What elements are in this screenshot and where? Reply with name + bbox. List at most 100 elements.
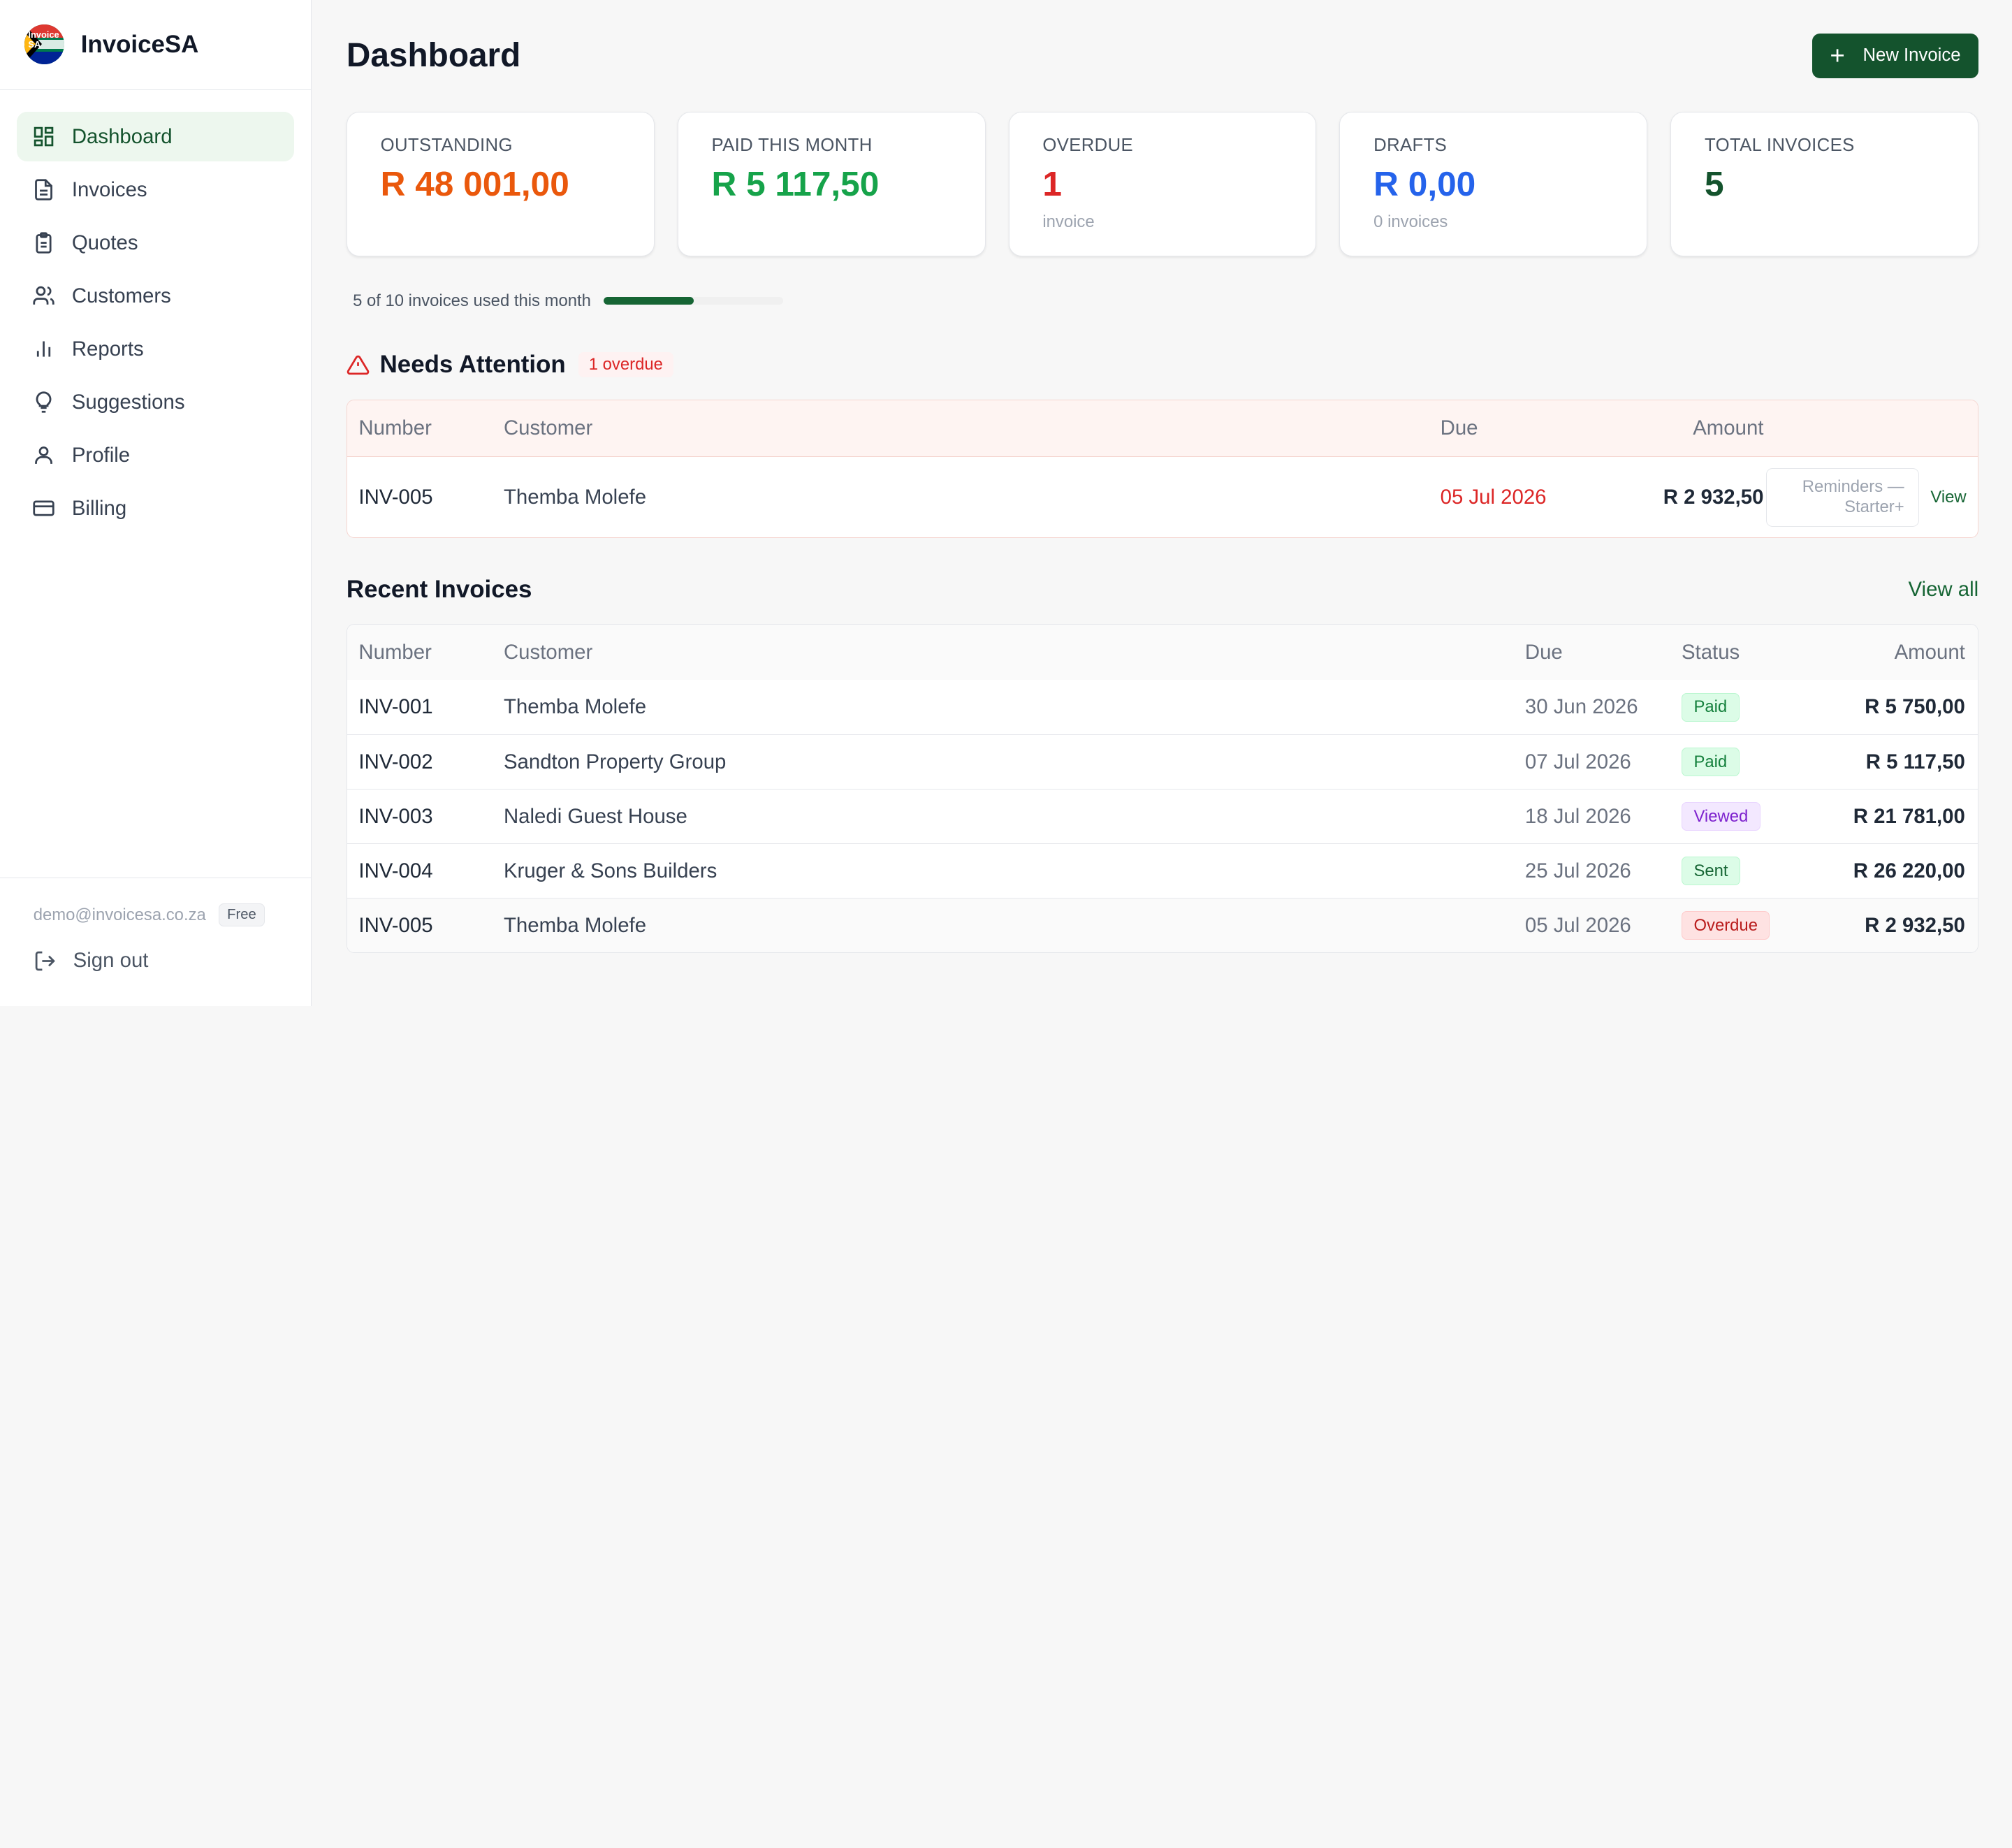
recent-invoices-table: Number Customer Due Status Amount INV-00…	[346, 624, 1979, 954]
status-badge: Paid	[1681, 748, 1740, 777]
invoice-number[interactable]: INV-003	[358, 804, 433, 828]
status-cell: Paid	[1681, 692, 1821, 722]
table-row[interactable]: INV-004 Kruger & Sons Builders 25 Jul 20…	[347, 843, 1978, 898]
sidebar-item-label: Profile	[71, 443, 131, 467]
column-header-customer: Customer	[503, 640, 593, 664]
sidebar-item-customers[interactable]: Customers	[17, 271, 295, 321]
brand[interactable]: Invoice SA InvoiceSA	[0, 0, 312, 90]
customer-name: Themba Molefe	[503, 913, 647, 937]
card-label: OVERDUE	[1042, 135, 1134, 155]
sign-out-button[interactable]: Sign out	[34, 949, 312, 973]
needs-attention-title: Needs Attention	[379, 351, 566, 379]
invoice-number[interactable]: INV-002	[358, 750, 433, 773]
status-cell: Paid	[1681, 748, 1821, 777]
column-header-number: Number	[358, 416, 432, 440]
sidebar-item-reports[interactable]: Reports	[17, 324, 295, 374]
sidebar-nav: Dashboard Invoices Quotes Customers Repo…	[0, 90, 311, 878]
clipboard-icon	[36, 232, 52, 254]
table-header: Number Customer Due Status Amount	[347, 625, 1978, 681]
due-date: 30 Jun 2026	[1524, 695, 1638, 719]
table-row[interactable]: INV-005 Themba Molefe 05 Jul 2026 R 2 93…	[347, 456, 1978, 537]
needs-attention-table: Number Customer Due Amount INV-005 Themb…	[346, 399, 1979, 539]
users-icon	[33, 286, 54, 305]
sidebar-item-billing[interactable]: Billing	[17, 483, 295, 534]
usage-text: 5 of 10 invoices used this month	[353, 291, 591, 310]
sidebar-item-profile[interactable]: Profile	[17, 430, 295, 481]
card-sub: invoice	[1042, 212, 1095, 231]
customer-name: Themba Molefe	[503, 695, 647, 719]
status-cell: Viewed	[1681, 802, 1821, 831]
sidebar-item-dashboard[interactable]: Dashboard	[16, 111, 295, 162]
invoice-number[interactable]: INV-004	[358, 859, 433, 882]
card-label: TOTAL INVOICES	[1705, 135, 1855, 155]
sign-out-label: Sign out	[73, 949, 149, 973]
card-sub: 0 invoices	[1373, 212, 1448, 231]
sidebar: Invoice SA InvoiceSA Dashboard Invoices …	[0, 0, 312, 1006]
recent-invoices-header: Recent Invoices View all	[347, 574, 1978, 605]
card-label: DRAFTS	[1373, 135, 1448, 155]
sidebar-item-label: Dashboard	[71, 124, 173, 148]
view-all-link[interactable]: View all	[1908, 577, 1979, 601]
sidebar-item-label: Reports	[71, 337, 144, 361]
invoice-amount: R 2 932,50	[1865, 913, 1965, 937]
view-link[interactable]: View	[1930, 487, 1967, 507]
reminders-label: Reminders —	[1802, 476, 1904, 496]
status-cell: Sent	[1681, 857, 1821, 886]
user-email: demo@invoicesa.co.za	[33, 905, 206, 924]
app-root: Invoice SA InvoiceSA Dashboard Invoices …	[0, 0, 2012, 1006]
new-invoice-button[interactable]: + New Invoice	[1811, 33, 1979, 79]
reminders-button[interactable]: Reminders — Starter+	[1766, 467, 1919, 528]
customer-name: Sandton Property Group	[503, 750, 727, 773]
overdue-card: OVERDUE 1 invoice	[1008, 111, 1317, 257]
dashboard-icon	[34, 126, 54, 147]
warning-icon	[347, 355, 370, 374]
page-title: Dashboard	[346, 37, 521, 75]
total-invoices-card: TOTAL INVOICES 5	[1670, 111, 1979, 257]
status-badge: Sent	[1681, 857, 1741, 886]
app-logo: Invoice SA	[24, 24, 64, 65]
sidebar-item-label: Customers	[71, 284, 171, 307]
table-row[interactable]: INV-001 Themba Molefe 30 Jun 2026 Paid R…	[347, 680, 1978, 734]
user-info: demo@invoicesa.co.za Free	[34, 899, 312, 931]
top-bar: Dashboard + New Invoice	[346, 33, 1979, 79]
sidebar-item-label: Suggestions	[71, 390, 185, 414]
usage-progress-fill	[604, 297, 694, 305]
column-header-amount: Amount	[1693, 416, 1764, 440]
recent-invoices-rows: INV-001 Themba Molefe 30 Jun 2026 Paid R…	[347, 680, 1978, 953]
table-row[interactable]: INV-003 Naledi Guest House 18 Jul 2026 V…	[347, 789, 1978, 843]
card-value: R 5 117,50	[711, 163, 880, 203]
customer-name: Kruger & Sons Builders	[503, 859, 717, 882]
sidebar-item-label: Quotes	[71, 231, 138, 254]
sidebar-footer: demo@invoicesa.co.za Free Sign out	[0, 878, 312, 1006]
main-content: Dashboard + New Invoice OUTSTANDING R 48…	[312, 0, 2012, 1006]
sidebar-item-invoices[interactable]: Invoices	[17, 165, 295, 215]
logout-icon	[35, 951, 55, 971]
column-header-due: Due	[1524, 640, 1563, 664]
table-row[interactable]: INV-002 Sandton Property Group 07 Jul 20…	[347, 734, 1978, 789]
lightbulb-icon	[36, 391, 52, 413]
sidebar-item-label: Billing	[71, 496, 127, 520]
invoice-number[interactable]: INV-001	[358, 695, 433, 719]
column-header-number: Number	[358, 640, 432, 664]
usage-progress-bar	[604, 297, 784, 305]
sidebar-item-suggestions[interactable]: Suggestions	[17, 377, 295, 428]
invoice-amount: R 5 117,50	[1865, 750, 1965, 773]
credit-card-icon	[33, 500, 54, 516]
plan-badge: Free	[219, 903, 265, 926]
stat-cards: OUTSTANDING R 48 001,00 PAID THIS MONTH …	[346, 111, 1979, 257]
usage-meter: 5 of 10 invoices used this month	[347, 291, 1978, 311]
card-value: R 0,00	[1373, 163, 1476, 203]
column-header-status: Status	[1681, 640, 1740, 664]
drafts-card: DRAFTS R 0,00 0 invoices	[1339, 111, 1648, 257]
recent-invoices-title: Recent Invoices	[346, 575, 532, 603]
sidebar-item-quotes[interactable]: Quotes	[17, 218, 295, 268]
card-label: PAID THIS MONTH	[711, 135, 873, 155]
invoice-amount: R 26 220,00	[1853, 859, 1965, 882]
invoice-amount: R 21 781,00	[1853, 804, 1965, 828]
table-row[interactable]: INV-005 Themba Molefe 05 Jul 2026 Overdu…	[347, 898, 1978, 953]
invoice-number[interactable]: INV-005	[358, 485, 433, 509]
card-value: R 48 001,00	[380, 163, 569, 203]
status-cell: Overdue	[1681, 911, 1821, 940]
needs-attention-header: Needs Attention 1 overdue	[347, 349, 1978, 380]
invoice-number[interactable]: INV-005	[358, 913, 433, 937]
